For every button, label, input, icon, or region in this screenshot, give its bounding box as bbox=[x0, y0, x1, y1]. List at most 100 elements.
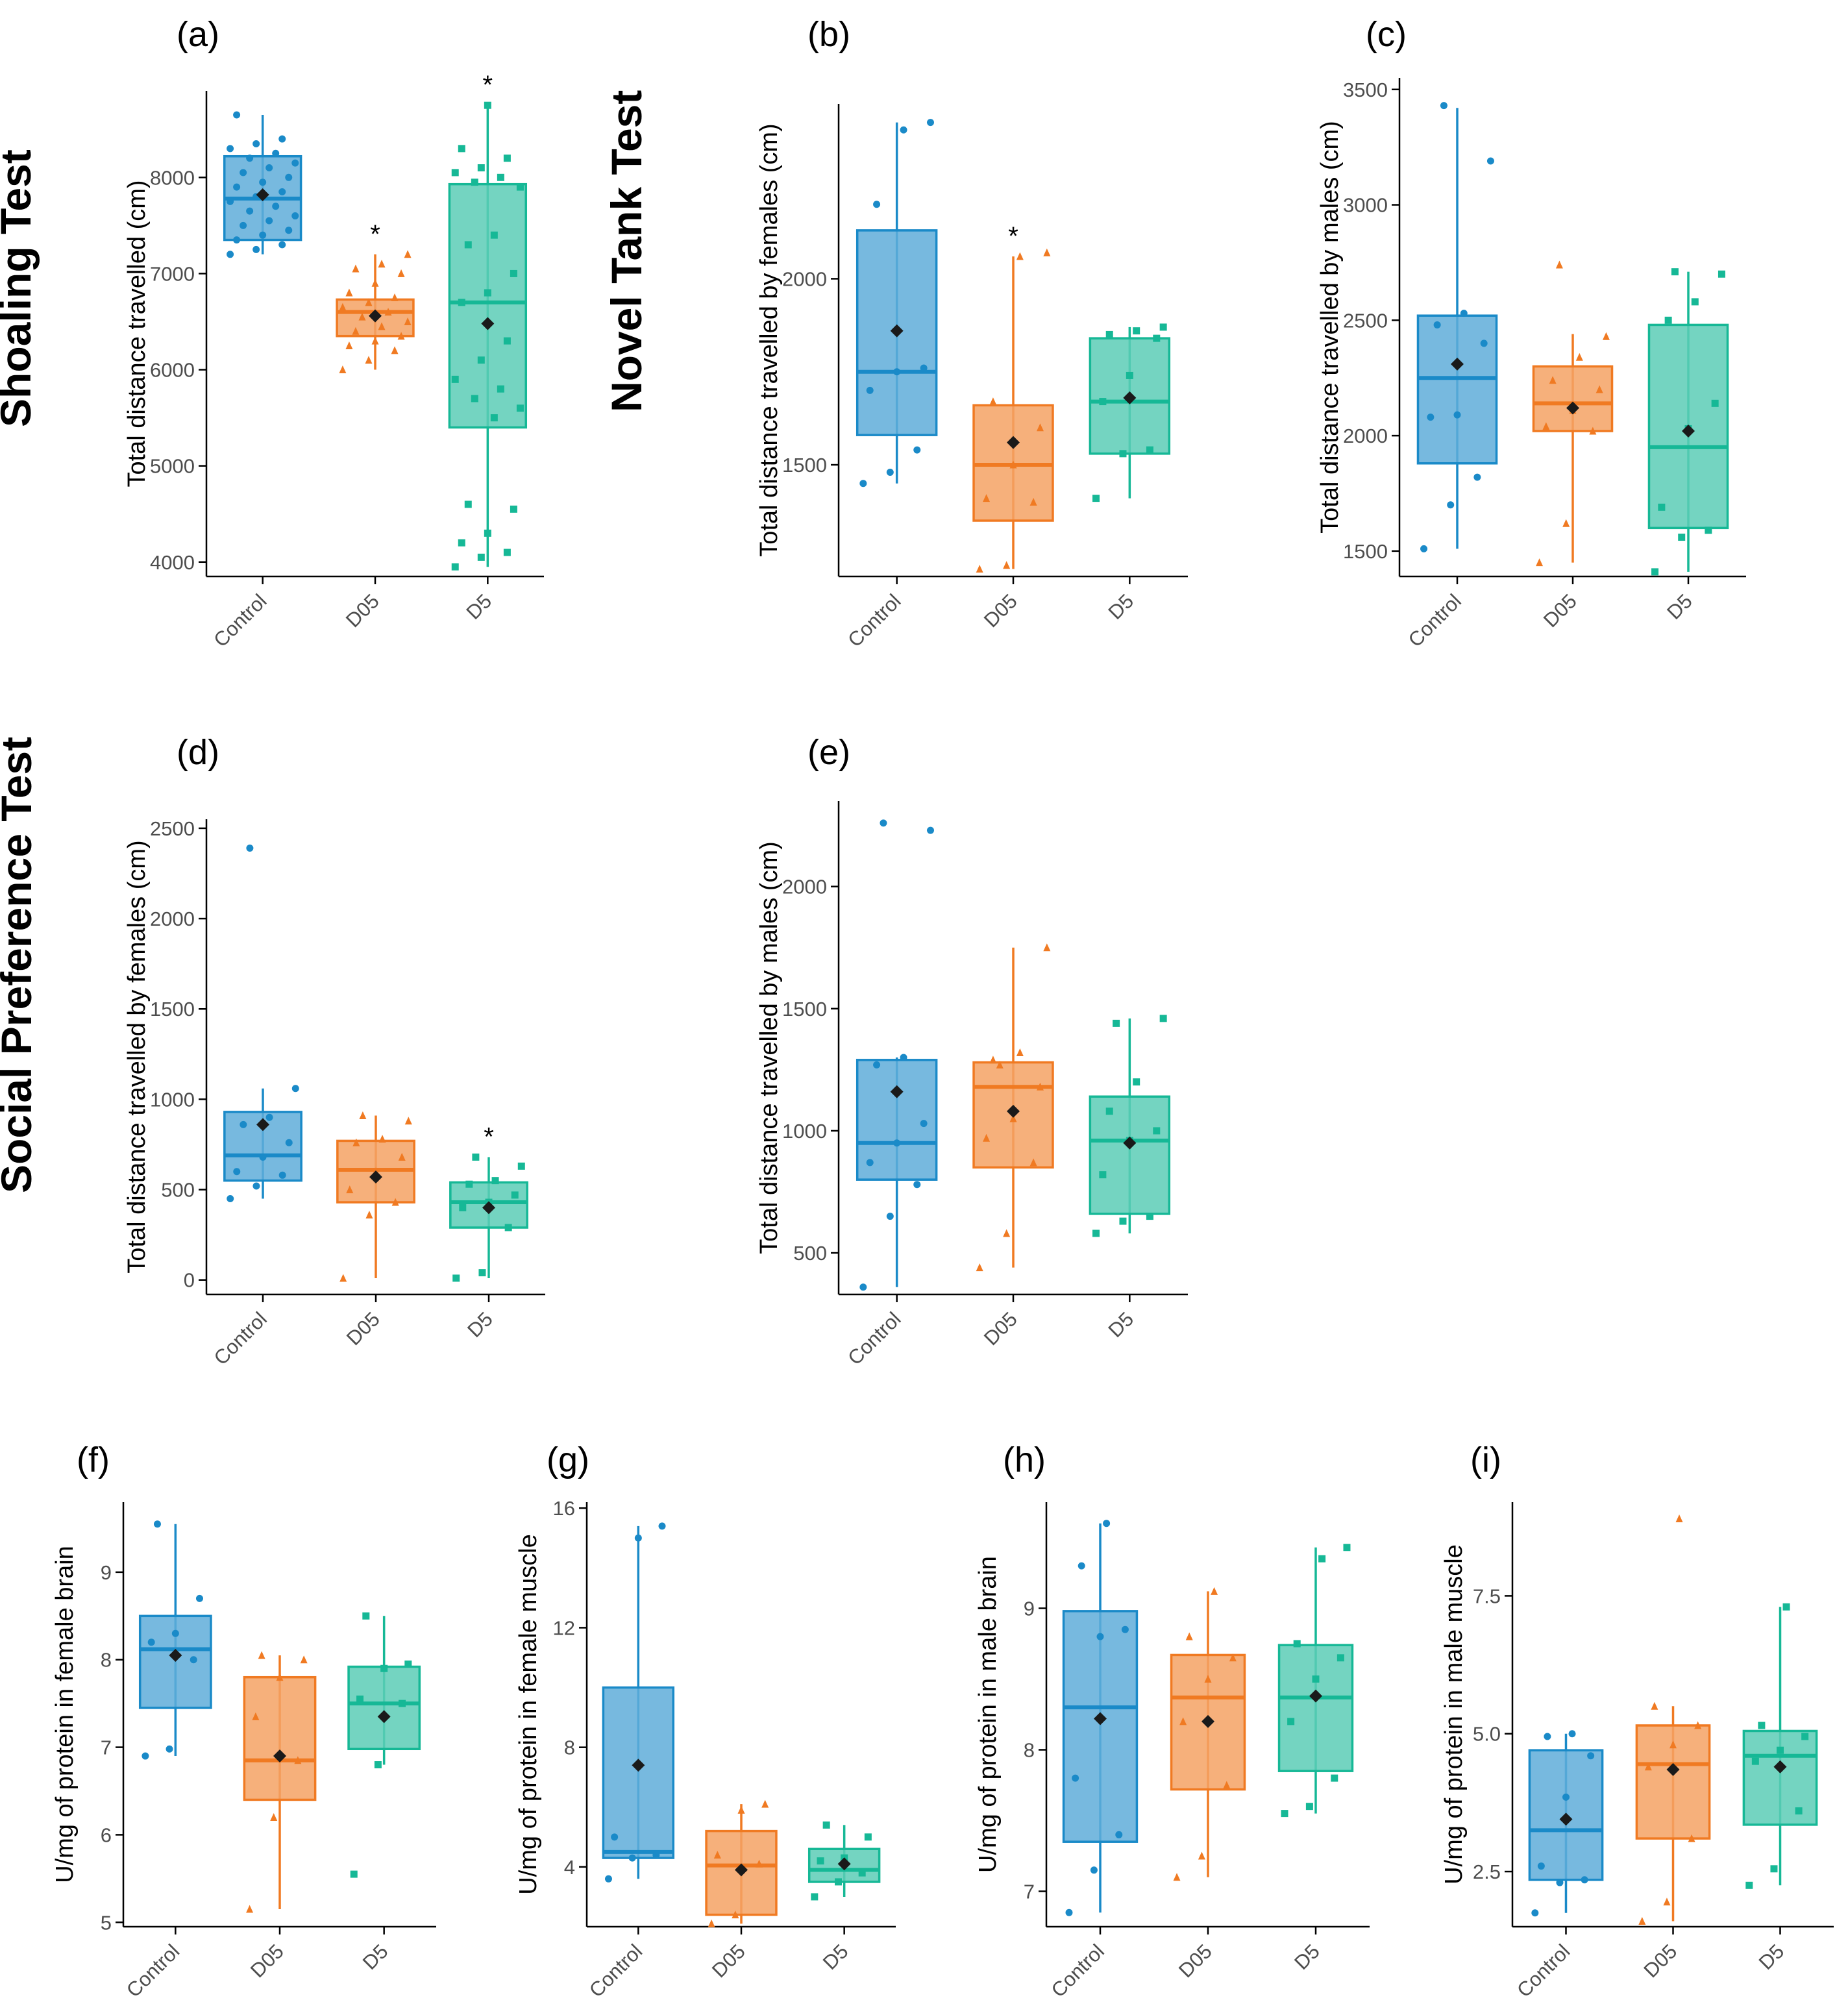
data-point bbox=[291, 212, 299, 220]
data-point bbox=[1711, 399, 1719, 407]
data-point bbox=[1651, 1701, 1658, 1710]
mean-marker bbox=[369, 1170, 382, 1184]
data-point bbox=[1581, 1876, 1588, 1884]
data-point bbox=[1146, 1213, 1153, 1220]
data-point bbox=[989, 1056, 997, 1064]
data-point bbox=[873, 201, 881, 208]
data-point bbox=[1159, 323, 1167, 331]
data-point bbox=[1777, 1746, 1784, 1754]
data-point bbox=[1065, 1909, 1073, 1916]
data-point bbox=[1473, 473, 1481, 481]
data-point bbox=[391, 346, 399, 354]
data-point bbox=[153, 1520, 161, 1528]
data-point bbox=[1587, 1752, 1595, 1760]
data-point bbox=[291, 159, 299, 167]
data-point bbox=[1555, 260, 1563, 269]
significance-star: * bbox=[483, 71, 493, 99]
panel-label-g: (g) bbox=[547, 1440, 589, 1479]
panel-label-f: (f) bbox=[77, 1440, 110, 1479]
data-point bbox=[246, 154, 254, 162]
y-tick-label: 5000 bbox=[150, 455, 195, 478]
data-point bbox=[272, 203, 280, 210]
data-point bbox=[458, 299, 465, 306]
row-title-shoaling: Shoaling Test bbox=[0, 149, 40, 427]
x-tick-label: Control bbox=[1047, 1940, 1109, 2001]
data-point bbox=[1105, 1107, 1113, 1115]
y-tick-label: 4 bbox=[564, 1856, 575, 1879]
data-point bbox=[516, 183, 524, 191]
data-point bbox=[190, 1656, 197, 1664]
data-point bbox=[1223, 1781, 1231, 1789]
x-tick-label: D5 bbox=[358, 1940, 393, 1974]
row-title-novel-tank: Novel Tank Test bbox=[602, 90, 650, 412]
data-point bbox=[490, 231, 498, 239]
data-point bbox=[1105, 330, 1113, 338]
data-point bbox=[1691, 298, 1699, 306]
panel-label-e: (e) bbox=[807, 733, 850, 772]
data-point bbox=[1549, 376, 1557, 384]
data-point bbox=[352, 1138, 360, 1146]
data-point bbox=[1427, 414, 1435, 421]
data-point bbox=[276, 1673, 284, 1681]
data-point bbox=[611, 1833, 619, 1841]
data-point bbox=[278, 1171, 286, 1179]
data-point bbox=[517, 1162, 525, 1170]
data-point bbox=[926, 826, 934, 834]
row-title-social-preference: Social Preference Test bbox=[0, 736, 40, 1193]
y-axis-title: Total distance travelled by males (cm) bbox=[756, 841, 783, 1254]
box-group-d5 bbox=[1089, 1015, 1171, 1237]
data-point bbox=[893, 1139, 901, 1147]
data-point bbox=[1153, 1127, 1161, 1135]
data-point bbox=[1133, 1078, 1140, 1086]
data-point bbox=[464, 241, 472, 249]
data-point bbox=[1072, 1774, 1079, 1782]
y-axis-title: U/mg of protein in male muscle bbox=[1440, 1544, 1468, 1885]
x-tick-label: D05 bbox=[708, 1940, 750, 1982]
data-point bbox=[497, 173, 504, 181]
data-point bbox=[452, 1274, 460, 1282]
data-point bbox=[451, 169, 459, 177]
box-group-d5 bbox=[807, 1821, 881, 1901]
data-point bbox=[265, 164, 273, 171]
mean-marker bbox=[1451, 357, 1464, 371]
box bbox=[1416, 314, 1498, 465]
data-point bbox=[472, 1153, 480, 1161]
mean-marker bbox=[837, 1857, 851, 1871]
box-group-control bbox=[223, 845, 302, 1202]
box-group-d5: * bbox=[449, 1122, 528, 1282]
data-point bbox=[1782, 1603, 1790, 1611]
data-point bbox=[253, 140, 260, 147]
plot-panel-c: 1500 2000 2500 3000 3500 Total distance trave… bbox=[1316, 78, 1746, 652]
box bbox=[1742, 1729, 1818, 1826]
y-tick-label: 7 bbox=[1024, 1881, 1035, 1903]
data-point bbox=[1009, 460, 1017, 469]
y-tick-label: 2000 bbox=[150, 908, 195, 930]
data-point bbox=[1312, 1675, 1320, 1683]
data-point bbox=[339, 303, 347, 311]
data-point bbox=[345, 288, 353, 297]
data-point bbox=[285, 1139, 293, 1146]
y-tick-label: 8 bbox=[564, 1736, 575, 1759]
mean-marker bbox=[1123, 1136, 1137, 1150]
mean-marker bbox=[1007, 436, 1020, 449]
mean-marker bbox=[1666, 1762, 1680, 1776]
data-point bbox=[1663, 1897, 1671, 1906]
data-point bbox=[359, 1111, 367, 1119]
data-point bbox=[171, 1629, 179, 1637]
data-point bbox=[339, 1274, 347, 1282]
data-point bbox=[471, 395, 478, 402]
mean-marker bbox=[1559, 1812, 1573, 1826]
y-tick-label: 7000 bbox=[150, 262, 195, 285]
data-point bbox=[900, 126, 907, 134]
data-point bbox=[227, 251, 234, 258]
significance-star: * bbox=[370, 220, 380, 249]
data-point bbox=[378, 322, 386, 330]
data-point bbox=[713, 1850, 721, 1859]
data-point bbox=[1602, 332, 1610, 340]
y-tick-label: 3500 bbox=[1343, 79, 1388, 101]
data-point bbox=[404, 1117, 412, 1125]
data-point bbox=[147, 1638, 155, 1646]
data-point bbox=[1016, 252, 1024, 260]
